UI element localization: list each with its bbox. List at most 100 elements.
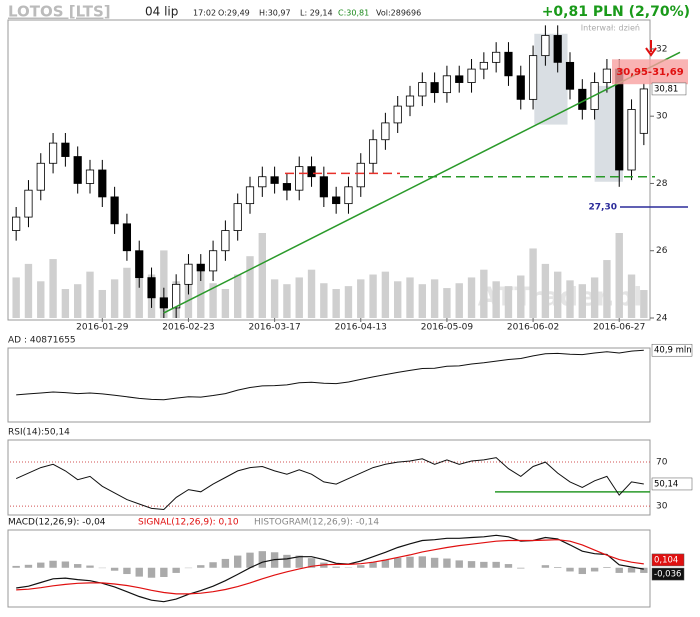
candle-body [332, 197, 339, 204]
candle-body [308, 167, 315, 177]
volume-bar [222, 289, 229, 318]
volume-bar [62, 289, 69, 318]
candle-body [86, 170, 93, 183]
volume-bar [628, 275, 635, 318]
candle-body [468, 69, 475, 82]
candle-body [456, 76, 463, 83]
histogram-bar [246, 553, 253, 568]
candle-body [628, 109, 635, 170]
candle-body [271, 177, 278, 184]
candle-body [542, 35, 549, 55]
macd-frame [8, 530, 650, 607]
volume-bar [332, 289, 339, 318]
volume-bar [25, 264, 32, 318]
histogram-bar [209, 562, 216, 568]
high: H:30,97 [259, 9, 291, 18]
candle-body [148, 278, 155, 298]
candle-body [136, 251, 143, 278]
candle-body [222, 231, 229, 251]
candle-body [566, 62, 573, 89]
volume: Vol:289696 [376, 9, 421, 18]
x-tick-label: 2016-04-13 [335, 323, 387, 333]
candle-body [160, 298, 167, 308]
volume-bar [431, 279, 438, 318]
histogram-bar [542, 565, 549, 568]
histogram-bar [505, 564, 512, 568]
y-tick-label: 32 [656, 44, 667, 54]
volume-bar [505, 286, 512, 318]
histogram-bar [160, 568, 167, 577]
candle-body [505, 52, 512, 76]
interval: Interwał: dzień [581, 24, 640, 33]
rsi-frame [8, 440, 650, 515]
histogram-bar [111, 568, 118, 571]
panel-title: AD : 40871655 [8, 336, 76, 346]
histogram-bar [480, 562, 487, 568]
candle-body [12, 217, 19, 230]
volume-bar [246, 256, 253, 318]
candle-body [579, 89, 586, 109]
volume-bar [382, 272, 389, 318]
candle-body [197, 264, 204, 271]
panel-title: RSI(14):50,14 [8, 428, 70, 438]
histogram-bar [431, 558, 438, 568]
histogram-bar [148, 568, 155, 578]
volume-bar [492, 281, 499, 318]
volume-bar [529, 248, 536, 318]
histogram-bar [12, 566, 19, 568]
volume-bar [12, 277, 19, 318]
last-price: 30,81 [654, 84, 678, 94]
change: +0,81 PLN (2,70%) [542, 4, 690, 20]
volume-bar [542, 264, 549, 318]
histogram-bar [456, 560, 463, 567]
volume-bar [480, 270, 487, 318]
candle-body [111, 197, 118, 224]
histogram-bar [37, 563, 44, 568]
candle-body [283, 183, 290, 190]
histogram-bar [25, 565, 32, 568]
histogram-bar [283, 555, 290, 568]
candle-body [25, 190, 32, 217]
candle-body [394, 106, 401, 123]
open: O:29,49 [218, 9, 250, 18]
histogram-bar [406, 557, 413, 568]
histogram-bar [136, 568, 143, 577]
ad-frame [8, 348, 650, 422]
time: 17:02 [193, 9, 216, 18]
indicator-line [16, 458, 644, 510]
volume-bar [37, 281, 44, 318]
volume-bar [357, 279, 364, 318]
date: 04 lip [145, 5, 178, 19]
y-tick-label: 28 [656, 179, 668, 189]
candle-body [529, 56, 536, 100]
histogram-bar [579, 568, 586, 574]
candle-body [431, 83, 438, 93]
y-tick-label: 70 [656, 458, 668, 468]
volume-bar [394, 281, 401, 318]
target-zone-label: 30,95-31,69 [616, 67, 683, 78]
x-tick-label: 2016-06-27 [593, 323, 645, 333]
histogram-bar [382, 560, 389, 568]
volume-bar [579, 284, 586, 318]
candle-body [443, 76, 450, 93]
histogram-bar [603, 567, 610, 568]
volume-bar [603, 260, 610, 318]
candle-body [209, 251, 216, 271]
candle-body [480, 62, 487, 69]
y-tick-label: 30 [656, 502, 668, 512]
candle-body [49, 143, 56, 163]
histogram-bar [517, 568, 524, 569]
histogram-bar [566, 568, 573, 572]
volume-bar [468, 277, 475, 318]
legend-entry: SIGNAL(12,26,9): 0,10 [138, 518, 239, 528]
histogram-bar [357, 565, 364, 568]
last-value: 0,104 [654, 555, 678, 565]
histogram-bar [49, 561, 56, 568]
volume-bar [345, 286, 352, 318]
x-tick-label: 2016-02-23 [162, 323, 214, 333]
candle-body [492, 52, 499, 62]
candle-body [259, 177, 266, 187]
volume-bar [283, 284, 290, 318]
histogram-bar [616, 568, 623, 573]
